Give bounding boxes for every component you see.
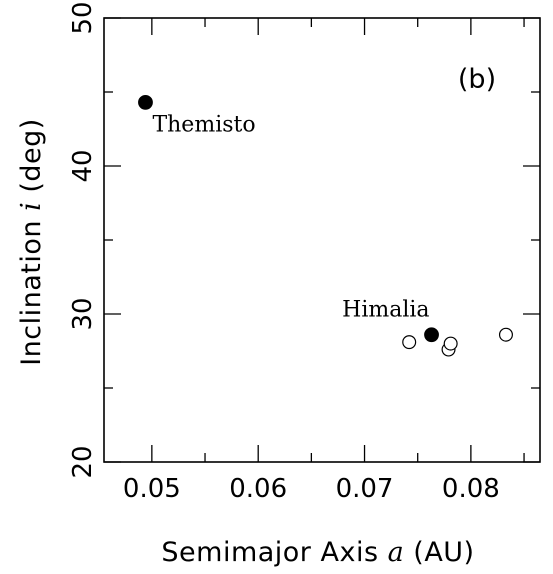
y-axis-title: Inclination i (deg) [16, 118, 47, 366]
open-data-point [443, 336, 458, 351]
x-axis-ticks: 0.05 0.06 0.07 0.08 [123, 18, 525, 504]
point-annotations: Themisto Himalia [152, 112, 429, 322]
point-label: Themisto [152, 112, 255, 137]
x-axis-title-symbol: a [388, 537, 405, 568]
x-tick-label: 0.07 [336, 474, 394, 504]
x-tick-label: 0.06 [229, 474, 287, 504]
panel-label: (b) [458, 64, 496, 95]
point-label: Himalia [342, 298, 429, 323]
y-tick-label: 40 [68, 149, 98, 182]
open-data-point [498, 327, 513, 342]
y-axis-title-unit: (deg) [16, 118, 47, 202]
y-axis-title-symbol: i [16, 202, 47, 211]
x-axis-title-text: Semimajor Axis [161, 537, 387, 568]
y-tick-label: 50 [68, 1, 98, 34]
y-tick-label: 20 [68, 445, 98, 478]
x-tick-label: 0.05 [123, 474, 181, 504]
data-points [138, 94, 513, 357]
filled-data-point [424, 327, 439, 343]
x-tick-label: 0.08 [442, 474, 500, 504]
y-axis-title-text: Inclination [16, 211, 47, 366]
x-axis-title-unit: (AU) [404, 537, 474, 568]
y-tick-label: 30 [68, 297, 98, 330]
filled-data-point [138, 94, 153, 110]
y-axis-ticks: 20 30 40 50 [68, 1, 540, 479]
open-data-point [402, 335, 417, 350]
x-axis-title: Semimajor Axis a (AU) [161, 537, 474, 568]
